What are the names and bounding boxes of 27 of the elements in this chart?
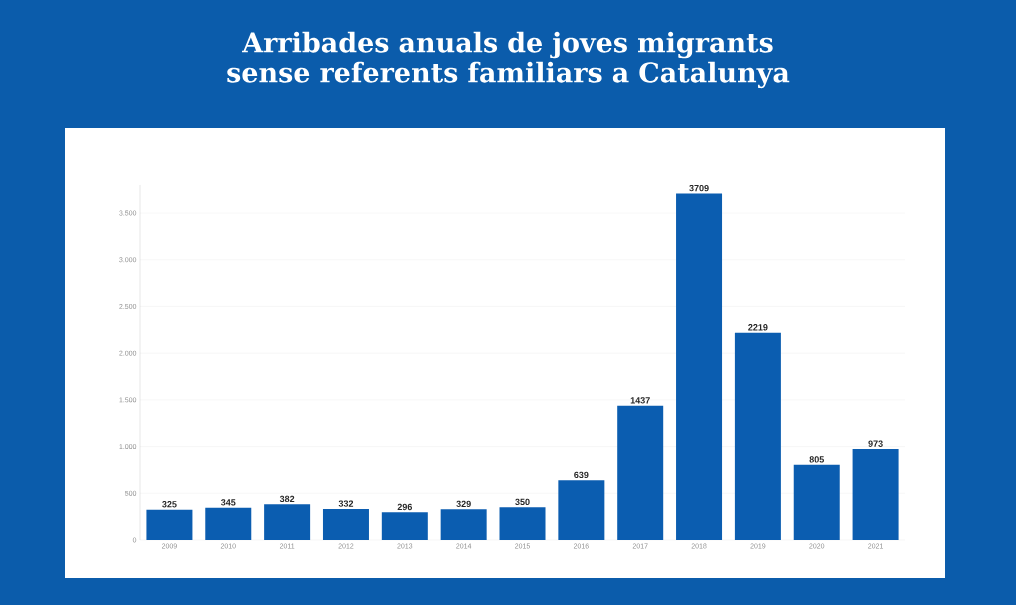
bar — [322, 508, 369, 540]
chart-title: Arribades anuals de joves migrants sense referents familiars a Catalunya — [227, 31, 790, 89]
bar — [205, 507, 252, 540]
data-label: 382 — [279, 495, 295, 503]
bar — [676, 193, 723, 540]
data-label: 329 — [456, 500, 471, 508]
data-label: 345 — [220, 499, 236, 506]
data-label: 350 — [515, 498, 530, 506]
data-label: 2219 — [748, 324, 768, 331]
data-label: 973 — [868, 440, 883, 447]
bar — [852, 449, 899, 540]
bar — [617, 405, 664, 540]
data-label: 296 — [397, 503, 412, 511]
data-label: 325 — [162, 501, 177, 508]
bar — [381, 512, 428, 540]
bar — [793, 464, 840, 540]
bar — [440, 509, 487, 540]
data-label: 1437 — [630, 397, 650, 404]
bar — [264, 504, 311, 540]
data-label: 639 — [574, 471, 589, 479]
data-label: 332 — [338, 500, 354, 507]
bar — [558, 480, 605, 540]
bar — [499, 507, 546, 540]
bar — [734, 332, 781, 540]
data-label: 805 — [809, 456, 824, 463]
bar — [146, 509, 193, 540]
data-label: 3709 — [689, 184, 709, 192]
